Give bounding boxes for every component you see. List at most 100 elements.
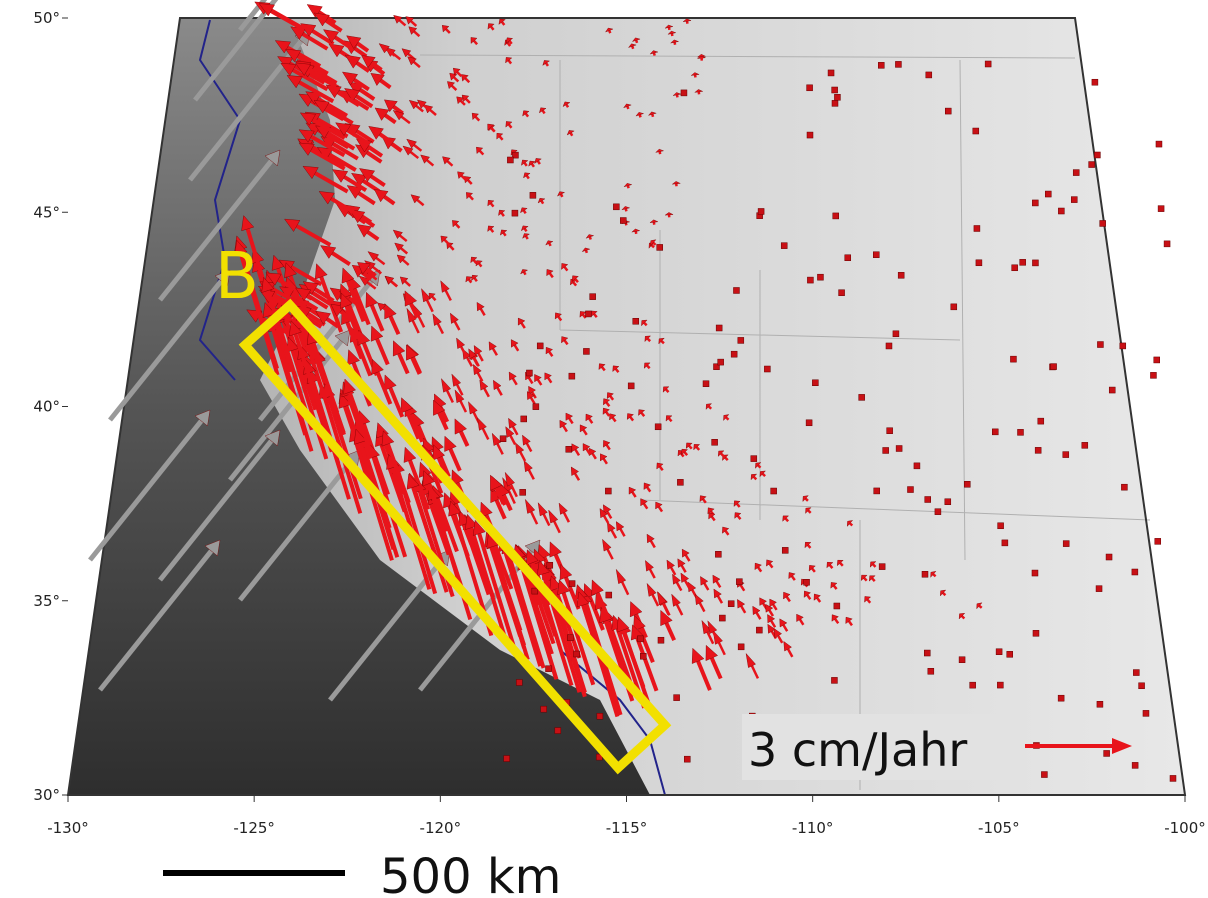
gps-arrow [504, 233, 506, 236]
gps-station [574, 651, 580, 657]
gps-station [728, 601, 734, 607]
gps-station [1020, 259, 1026, 265]
distance-scale-label: 500 km [380, 849, 561, 898]
gps-station [719, 615, 725, 621]
gps-station [945, 108, 951, 114]
gps-arrow [652, 114, 653, 116]
gps-arrow [586, 250, 587, 253]
gps-arrow [532, 164, 534, 167]
gps-station [974, 225, 980, 231]
gps-arrow [626, 209, 627, 211]
gps-station [807, 132, 813, 138]
gps-arrow [806, 499, 808, 501]
gps-arrow [644, 323, 646, 325]
gps-station [756, 627, 762, 633]
gps-station [964, 481, 970, 487]
gps-station [566, 446, 572, 452]
gps-station [1170, 775, 1176, 781]
gps-arrow [662, 341, 664, 343]
gps-arrow [640, 115, 641, 118]
lat-tick-label: 40° [33, 398, 60, 416]
gps-station [597, 713, 603, 719]
gps-station [520, 489, 526, 495]
gps-station [677, 479, 683, 485]
gps-station [926, 72, 932, 78]
gps-arrow [721, 454, 723, 457]
gps-station [976, 260, 982, 266]
gps-arrow [979, 606, 981, 608]
gps-station [1155, 538, 1161, 544]
gps-station [504, 756, 510, 762]
gps-arrow [542, 201, 544, 204]
gps-station [998, 523, 1004, 529]
gps-arrow [632, 46, 633, 49]
gps-station [640, 653, 646, 659]
gps-station [585, 311, 591, 317]
gps-station [874, 488, 880, 494]
gps-arrow [561, 194, 562, 197]
gps-station [500, 436, 506, 442]
gps-station [807, 85, 813, 91]
lon-tick-label: -120° [420, 819, 462, 837]
gps-station [1010, 356, 1016, 362]
lat-tick-label: 30° [33, 786, 60, 804]
gps-arrow [754, 477, 756, 479]
gps-arrow [636, 40, 637, 43]
gps-arrow [571, 133, 573, 136]
gps-station [1063, 541, 1069, 547]
gps-arrow [524, 272, 525, 275]
gps-arrow [962, 616, 964, 618]
gps-station [533, 404, 539, 410]
gps-station [959, 657, 965, 663]
gps-station [1038, 418, 1044, 424]
gps-station [532, 588, 538, 594]
gps-station [833, 213, 839, 219]
gps-station [606, 592, 612, 598]
gps-station [1002, 540, 1008, 546]
gps-station [547, 562, 553, 568]
lon-tick-label: -125° [233, 819, 275, 837]
gps-station [512, 210, 518, 216]
gps-station [738, 644, 744, 650]
gps-station [521, 416, 527, 422]
gps-station [1158, 206, 1164, 212]
gps-station [590, 294, 596, 300]
gps-station [1032, 260, 1038, 266]
gps-station [658, 637, 664, 643]
gps-station [887, 428, 893, 434]
gps-station [546, 666, 552, 672]
gps-station [1032, 570, 1038, 576]
gps-station [896, 445, 902, 451]
gps-station [738, 337, 744, 343]
gps-station [516, 679, 522, 685]
gps-station [928, 668, 934, 674]
gps-station [1164, 241, 1170, 247]
gps-station [758, 208, 764, 214]
gps-station [996, 649, 1002, 655]
gps-station [985, 61, 991, 67]
gps-arrow [525, 229, 527, 232]
lat-tick-label: 50° [33, 9, 60, 27]
gps-station [873, 252, 879, 258]
gps-arrow [549, 243, 550, 246]
gps-station [781, 243, 787, 249]
gps-arrow [543, 111, 545, 114]
gps-station [806, 420, 812, 426]
gps-arrow [850, 523, 852, 525]
gps-arrow [653, 243, 655, 245]
gps-station [1094, 152, 1100, 158]
gps-station [951, 304, 957, 310]
gps-arrow [873, 564, 875, 566]
gps-arrow [526, 236, 528, 239]
gps-station [583, 348, 589, 354]
gps-arrow [808, 511, 810, 513]
gps-station [731, 351, 737, 357]
gps-station [1051, 364, 1057, 370]
gps-station [1120, 343, 1126, 349]
gps-station [925, 496, 931, 502]
gps-station [530, 192, 536, 198]
gps-station [712, 439, 718, 445]
gps-station [1121, 484, 1127, 490]
gps-station [751, 456, 757, 462]
gps-station [526, 370, 532, 376]
